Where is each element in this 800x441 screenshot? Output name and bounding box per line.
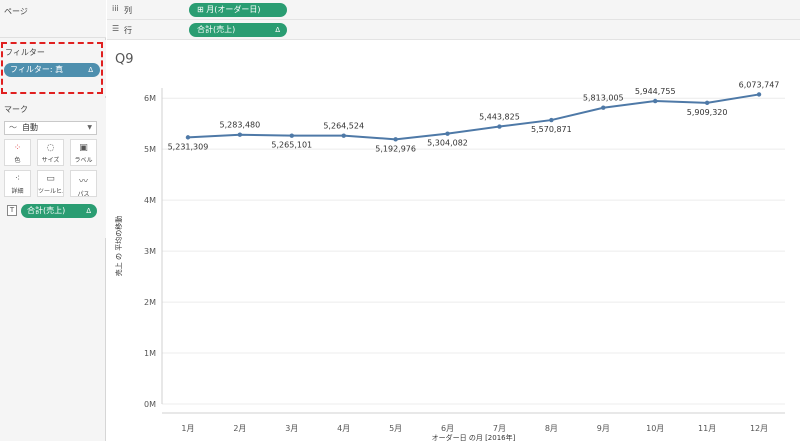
- tooltip-icon: ▭: [46, 174, 55, 184]
- data-point: [601, 105, 606, 110]
- mark-type-dropdown[interactable]: 〜 自動 ▼: [4, 121, 97, 135]
- columns-shelf[interactable]: iii 列 ⊞ 月(オーダー日): [107, 0, 800, 20]
- data-label: 5,264,524: [323, 122, 364, 131]
- x-tick-label: 4月: [337, 424, 350, 433]
- x-tick-label: 9月: [597, 424, 610, 433]
- series-line: [187, 93, 760, 141]
- data-label: 5,192,976: [375, 144, 416, 153]
- rows-label: 行: [124, 26, 132, 35]
- label-icon: ▣: [79, 143, 88, 153]
- month-order-date-label: ⊞ 月(オーダー日): [197, 5, 261, 14]
- data-point: [497, 124, 502, 129]
- x-tick-label: 10月: [646, 424, 664, 433]
- x-tick-label: 2月: [233, 424, 246, 433]
- tooltip-button-label: ツールヒ...: [38, 188, 63, 195]
- left-panel: ページ フィルター フィルター: 真 Δ マーク 〜 自動 ▼ ⁘ 色 ◌ サイ…: [0, 0, 106, 441]
- filter-pill-label: フィルター: 真: [10, 65, 64, 74]
- month-order-date-pill[interactable]: ⊞ 月(オーダー日): [189, 3, 287, 17]
- y-tick-label: 5M: [144, 145, 156, 154]
- y-tick-label: 3M: [144, 247, 156, 256]
- detail-button-label: 詳細: [11, 188, 24, 195]
- data-label: 5,231,309: [168, 142, 209, 151]
- line-mark-icon: 〜: [9, 123, 17, 132]
- data-point: [653, 98, 658, 104]
- tooltip-button[interactable]: ▭ ツールヒ...: [37, 170, 64, 197]
- size-button[interactable]: ◌ サイズ: [37, 139, 64, 166]
- data-label: 5,265,101: [271, 141, 312, 150]
- x-tick-label: 12月: [750, 424, 768, 433]
- color-dots-icon: ⁘: [13, 143, 22, 153]
- y-tick-label: 1M: [144, 349, 156, 358]
- sheet-title: Q9: [115, 52, 134, 67]
- y-tick-label: 6M: [144, 94, 156, 103]
- x-tick-label: 5月: [389, 424, 402, 433]
- sum-sales-pill[interactable]: 合計(売上) Δ: [189, 23, 287, 37]
- label-button-label: ラベル: [74, 157, 93, 164]
- data-point: [341, 133, 346, 138]
- x-tick-label: 1月: [181, 424, 194, 433]
- line-chart: 0M 1M 2M 3M 4M 5M 6M 1月 2月 3月 4月 5月 6月 7月 8月 9月 10月 11月 12…: [114, 80, 785, 441]
- data-label: 5,909,320: [687, 108, 728, 117]
- size-icon: ◌: [46, 143, 55, 153]
- y-tick-label: 2M: [144, 298, 156, 307]
- data-point: [549, 117, 554, 123]
- x-axis-title: オーダー日 の月 [2016年]: [432, 433, 516, 441]
- data-point: [237, 132, 243, 137]
- detail-button[interactable]: ⁖ 詳細: [4, 170, 31, 197]
- delta-icon: Δ: [275, 26, 280, 34]
- y-tick-label: 4M: [144, 196, 156, 205]
- detail-icon: ⁖: [14, 174, 21, 184]
- data-point: [185, 135, 191, 140]
- x-tick-label: 6月: [441, 424, 454, 433]
- data-label: 5,283,480: [220, 121, 261, 130]
- columns-icon: iii: [112, 4, 119, 13]
- filter-pill[interactable]: フィルター: 真 Δ: [4, 63, 100, 77]
- data-label: 6,073,747: [739, 80, 780, 89]
- y-axis-title: 売上 の 平均の移動: [114, 216, 123, 276]
- rows-shelf[interactable]: ☰ 行 合計(売上) Δ: [107, 20, 800, 40]
- data-label: 5,304,082: [427, 139, 468, 148]
- marks-title: マーク: [4, 105, 28, 114]
- x-tick-label: 3月: [285, 424, 298, 433]
- color-button-label: 色: [14, 157, 21, 164]
- x-tick-label: 11月: [698, 424, 716, 433]
- x-tick-label: 8月: [545, 424, 558, 433]
- delta-icon: Δ: [86, 207, 91, 215]
- highlight-box: [1, 42, 103, 94]
- chevron-down-icon: ▼: [87, 124, 92, 131]
- columns-label: 列: [124, 6, 132, 15]
- path-button[interactable]: 〰 パス: [70, 170, 97, 198]
- data-label: 5,570,871: [531, 125, 572, 134]
- sum-sales-mark-pill[interactable]: 合計(売上) Δ: [21, 204, 97, 218]
- data-label: 5,443,825: [479, 113, 520, 122]
- label-button[interactable]: ▣ ラベル: [70, 139, 97, 166]
- mark-type-label: 自動: [22, 123, 38, 132]
- data-point: [756, 92, 762, 97]
- rows-icon: ☰: [112, 24, 120, 33]
- sum-sales-label: 合計(売上): [197, 25, 236, 34]
- pages-title: ページ: [4, 7, 28, 16]
- data-label: 5,813,005: [583, 94, 624, 103]
- data-label: 5,944,755: [635, 87, 676, 96]
- path-icon: 〰: [78, 177, 88, 187]
- data-point: [445, 131, 450, 136]
- filters-title: フィルター: [5, 48, 45, 57]
- size-button-label: サイズ: [41, 157, 60, 164]
- delta-icon: Δ: [88, 66, 93, 74]
- pages-card: ページ: [0, 0, 106, 38]
- path-button-label: パス: [77, 191, 90, 198]
- color-button[interactable]: ⁘ 色: [4, 139, 31, 166]
- data-point: [289, 133, 294, 138]
- y-tick-label: 0M: [144, 400, 156, 409]
- data-point: [704, 100, 710, 106]
- data-point: [393, 137, 398, 142]
- sum-sales-mark-label: 合計(売上): [27, 206, 66, 215]
- text-mark-icon: T: [7, 205, 17, 216]
- x-tick-label: 7月: [493, 424, 506, 433]
